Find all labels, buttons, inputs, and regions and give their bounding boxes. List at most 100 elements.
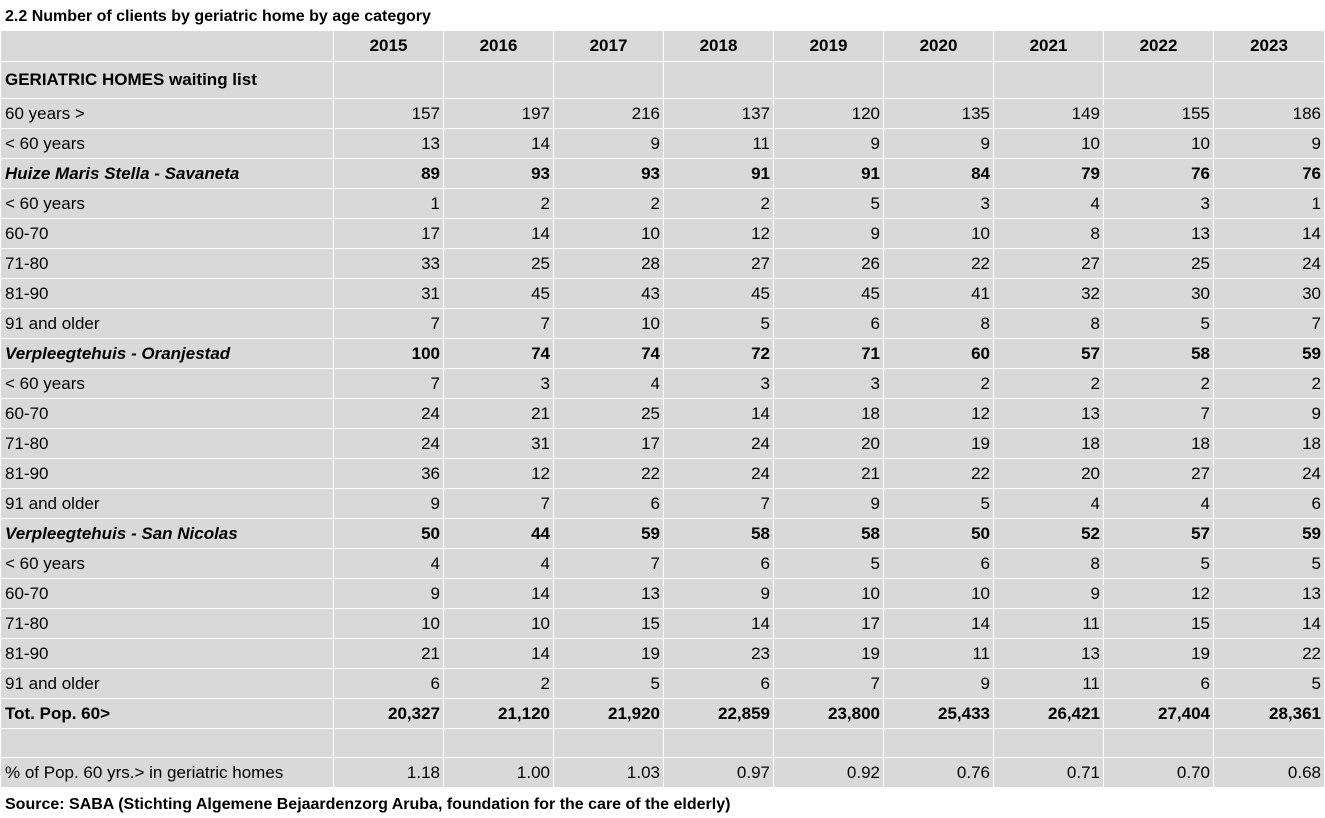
value-cell: 149 <box>993 98 1104 129</box>
value-cell: 84 <box>883 158 994 189</box>
value-cell: 10 <box>1103 128 1214 159</box>
value-cell: 216 <box>553 98 664 129</box>
row-label: 81-90 <box>0 278 334 309</box>
value-cell: 9 <box>883 128 994 159</box>
value-cell: 32 <box>993 278 1104 309</box>
group-row: Huize Maris Stella - Savaneta 89 93 93 91 91 8… <box>0 158 1325 189</box>
value-cell: 93 <box>553 158 664 189</box>
row-label: 60-70 <box>0 218 334 249</box>
value-cell: 7 <box>333 308 444 339</box>
value-cell: 24 <box>1213 458 1325 489</box>
group-row: Verpleegtehuis - San Nicolas 50 44 59 58 58 50… <box>0 518 1325 549</box>
row-label: 71-80 <box>0 248 334 279</box>
empty-cell <box>553 61 664 99</box>
value-cell: 9 <box>773 218 884 249</box>
row-label: % of Pop. 60 yrs.> in geriatric homes <box>0 757 334 788</box>
year-header: 2019 <box>773 30 884 62</box>
value-cell: 24 <box>663 428 774 459</box>
value-cell: 1.00 <box>443 757 554 788</box>
table-row: 60-70 24 21 25 14 18 12 13 7 9 <box>0 398 1325 429</box>
value-cell: 5 <box>883 488 994 519</box>
row-label: 91 and older <box>0 308 334 339</box>
value-cell: 28 <box>553 248 664 279</box>
value-cell: 4 <box>993 488 1104 519</box>
value-cell: 60 <box>883 338 994 369</box>
table-row: % of Pop. 60 yrs.> in geriatric homes 1.1… <box>0 757 1325 788</box>
table-row: 71-80 24 31 17 24 20 19 18 18 18 <box>0 428 1325 459</box>
value-cell: 24 <box>333 398 444 429</box>
header-row: 2015 2016 2017 2018 2019 2020 2021 2022 … <box>0 30 1325 62</box>
value-cell: 13 <box>993 398 1104 429</box>
year-header: 2023 <box>1213 30 1325 62</box>
value-cell: 59 <box>1213 338 1325 369</box>
value-cell: 9 <box>1213 128 1325 159</box>
row-label: 91 and older <box>0 668 334 699</box>
value-cell: 26 <box>773 248 884 279</box>
value-cell: 4 <box>443 548 554 579</box>
value-cell: 19 <box>553 638 664 669</box>
value-cell: 1.18 <box>333 757 444 788</box>
empty-cell <box>1213 61 1325 99</box>
value-cell: 9 <box>663 578 774 609</box>
value-cell: 14 <box>443 638 554 669</box>
value-cell: 9 <box>333 578 444 609</box>
value-cell: 27 <box>1103 458 1214 489</box>
value-cell: 6 <box>883 548 994 579</box>
value-cell: 0.71 <box>993 757 1104 788</box>
empty-cell <box>663 61 774 99</box>
value-cell: 1 <box>1213 188 1325 219</box>
value-cell: 197 <box>443 98 554 129</box>
value-cell: 8 <box>993 308 1104 339</box>
value-cell: 74 <box>443 338 554 369</box>
value-cell: 50 <box>333 518 444 549</box>
value-cell: 17 <box>773 608 884 639</box>
value-cell: 2 <box>553 188 664 219</box>
value-cell: 22 <box>553 458 664 489</box>
value-cell: 6 <box>553 488 664 519</box>
value-cell: 4 <box>333 548 444 579</box>
empty-cell <box>443 61 554 99</box>
value-cell: 186 <box>1213 98 1325 129</box>
table-title: 2.2 Number of clients by geriatric home … <box>5 8 431 25</box>
value-cell: 20 <box>773 428 884 459</box>
value-cell: 10 <box>443 608 554 639</box>
value-cell <box>553 728 664 758</box>
value-cell: 9 <box>993 578 1104 609</box>
value-cell: 14 <box>663 608 774 639</box>
total-row: Tot. Pop. 60> 20,327 21,120 21,920 22,859 23,… <box>0 698 1325 729</box>
value-cell: 43 <box>553 278 664 309</box>
row-label: 91 and older <box>0 488 334 519</box>
value-cell: 10 <box>883 218 994 249</box>
value-cell: 10 <box>993 128 1104 159</box>
table-row: < 60 years 4 4 7 6 5 6 8 5 5 <box>0 548 1325 579</box>
value-cell: 57 <box>993 338 1104 369</box>
value-cell: 19 <box>1103 638 1214 669</box>
section-header: GERIATRIC HOMES waiting list <box>0 61 334 99</box>
value-cell: 13 <box>553 578 664 609</box>
value-cell: 19 <box>883 428 994 459</box>
value-cell: 3 <box>1103 188 1214 219</box>
value-cell: 13 <box>1103 218 1214 249</box>
value-cell: 0.70 <box>1103 757 1214 788</box>
row-label: 60 years > <box>0 98 334 129</box>
value-cell <box>993 728 1104 758</box>
value-cell: 22,859 <box>663 698 774 729</box>
value-cell: 25,433 <box>883 698 994 729</box>
value-cell <box>443 728 554 758</box>
value-cell: 24 <box>663 458 774 489</box>
table-row: 60 years >157 197 216 137 120 135 149 155 186 <box>0 98 1325 129</box>
group-row: Verpleegtehuis - Oranjestad 100 74 74 72 71 60… <box>0 338 1325 369</box>
value-cell: 14 <box>883 608 994 639</box>
value-cell: 100 <box>333 338 444 369</box>
value-cell: 10 <box>883 578 994 609</box>
value-cell: 5 <box>663 308 774 339</box>
value-cell: 5 <box>1213 548 1325 579</box>
value-cell: 9 <box>883 668 994 699</box>
table-row: 91 and older 7 7 10 5 6 8 8 5 7 <box>0 308 1325 339</box>
value-cell: 12 <box>443 458 554 489</box>
value-cell: 45 <box>663 278 774 309</box>
data-table: 2015 2016 2017 2018 2019 2020 2021 2022 … <box>0 30 1325 788</box>
value-cell: 18 <box>1213 428 1325 459</box>
value-cell: 3 <box>443 368 554 399</box>
table-row: 71-80 33 25 28 27 26 22 27 25 24 <box>0 248 1325 279</box>
